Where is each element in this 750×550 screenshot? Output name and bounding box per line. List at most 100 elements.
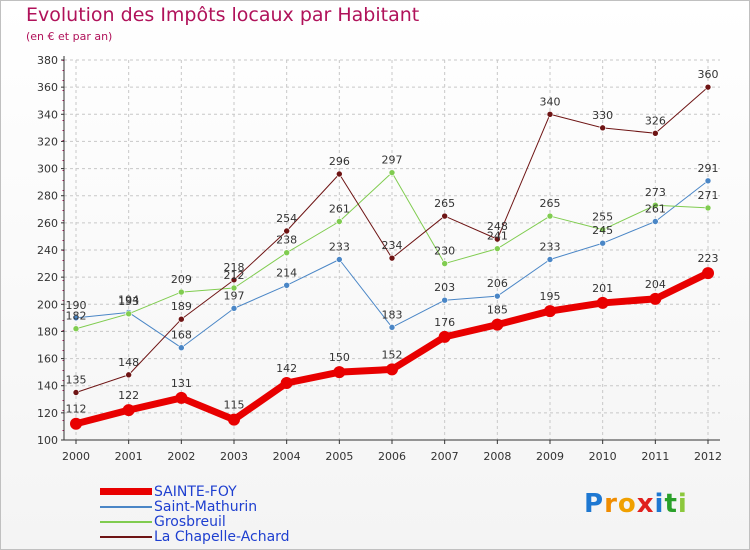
data-label-sainte-foy: 112: [66, 403, 87, 416]
data-label-la-chapelle-achard: 234: [382, 239, 403, 252]
x-tick-label: 2009: [536, 450, 564, 463]
data-label-la-chapelle-achard: 360: [698, 68, 719, 81]
data-point-la-chapelle-achard: [230, 276, 238, 284]
data-label-la-chapelle-achard: 218: [224, 261, 245, 274]
data-label-sainte-foy: 150: [329, 351, 350, 364]
data-label-saint-mathurin: 233: [329, 241, 350, 254]
legend-item-la-chapelle-achard: La Chapelle-Achard: [100, 529, 290, 545]
logo-letter: i: [677, 489, 688, 519]
legend-item-grosbreuil: Grosbreuil: [100, 513, 290, 530]
data-label-la-chapelle-achard: 189: [171, 300, 192, 313]
data-point-sainte-foy: [333, 366, 346, 379]
x-tick-label: 2005: [325, 450, 353, 463]
data-point-sainte-foy: [175, 391, 188, 404]
x-tick-label: 2003: [220, 450, 248, 463]
logo-letter: x: [636, 489, 655, 519]
data-label-grosbreuil: 273: [645, 186, 666, 199]
data-point-saint-mathurin: [652, 218, 659, 225]
y-tick-label: 160: [37, 353, 58, 366]
data-label-saint-mathurin: 291: [698, 162, 719, 175]
data-label-la-chapelle-achard: 340: [540, 95, 561, 108]
y-tick-label: 280: [37, 190, 58, 203]
proxiti-logo: Proxiti: [584, 489, 688, 519]
data-point-sainte-foy: [544, 305, 556, 318]
legend-swatch: [100, 520, 152, 523]
data-label-la-chapelle-achard: 326: [645, 114, 666, 127]
data-label-grosbreuil: 297: [382, 154, 403, 167]
data-point-sainte-foy: [70, 417, 82, 430]
data-point-la-chapelle-achard: [388, 254, 396, 262]
data-point-sainte-foy: [649, 292, 662, 305]
y-tick-label: 340: [37, 108, 58, 121]
chart-title: Evolution des Impôts locaux par Habitant: [26, 4, 420, 26]
data-point-la-chapelle-achard: [652, 129, 659, 137]
logo-letter: i: [654, 489, 665, 519]
x-tick-label: 2006: [378, 450, 406, 463]
data-label-sainte-foy: 176: [434, 316, 455, 329]
data-label-la-chapelle-achard: 248: [487, 220, 508, 233]
data-label-sainte-foy: 131: [171, 377, 192, 390]
x-tick-label: 2001: [115, 450, 143, 463]
x-tick-label: 2010: [589, 450, 617, 463]
data-label-la-chapelle-achard: 135: [66, 374, 87, 387]
legend-label: Grosbreuil: [154, 513, 226, 530]
data-point-la-chapelle-achard: [494, 235, 501, 243]
data-label-grosbreuil: 193: [118, 295, 139, 308]
data-label-saint-mathurin: 183: [382, 308, 403, 321]
y-tick-label: 100: [37, 434, 58, 447]
data-label-sainte-foy: 115: [224, 399, 245, 412]
legend-item-saint-mathurin: Saint-Mathurin: [100, 498, 290, 515]
data-point-grosbreuil: [388, 169, 396, 176]
x-tick-label: 2012: [694, 450, 722, 463]
data-label-grosbreuil: 209: [171, 273, 192, 286]
data-point-sainte-foy: [280, 377, 293, 389]
data-label-saint-mathurin: 197: [224, 289, 245, 302]
grid-lines: [64, 59, 720, 441]
axes: 100 120 140 160 180 200 220 240 260 280 300 320 340 3…: [37, 54, 722, 463]
series-lines: [70, 83, 714, 430]
data-point-grosbreuil: [494, 245, 501, 252]
data-point-la-chapelle-achard: [704, 83, 712, 91]
data-label-sainte-foy: 223: [698, 252, 719, 265]
data-point-sainte-foy: [491, 318, 504, 331]
data-point-grosbreuil: [125, 310, 132, 318]
data-label-grosbreuil: 241: [487, 230, 508, 243]
data-point-saint-mathurin: [388, 324, 396, 331]
x-tick-label: 2011: [641, 450, 669, 463]
x-tick-label: 2002: [167, 450, 195, 463]
data-point-grosbreuil: [599, 226, 606, 233]
data-label-saint-mathurin: 245: [592, 224, 613, 237]
data-label-grosbreuil: 238: [276, 234, 297, 247]
data-point-sainte-foy: [122, 404, 135, 417]
data-label-grosbreuil: 230: [434, 245, 455, 258]
logo-letter: t: [664, 489, 678, 519]
data-label-grosbreuil: 182: [66, 310, 87, 323]
data-point-sainte-foy: [438, 330, 451, 343]
legend-item-sainte-foy: SAINTE-FOY: [100, 484, 290, 500]
data-label-grosbreuil: 271: [698, 189, 719, 202]
logo-letter: r: [604, 489, 618, 519]
data-point-sainte-foy: [228, 413, 240, 426]
data-label-la-chapelle-achard: 254: [276, 212, 297, 225]
data-point-saint-mathurin: [336, 256, 343, 263]
y-tick-label: 360: [37, 81, 58, 94]
data-label-la-chapelle-achard: 265: [434, 197, 455, 210]
data-label-saint-mathurin: 194: [118, 293, 139, 306]
data-point-la-chapelle-achard: [125, 371, 132, 379]
data-point-saint-mathurin: [546, 256, 554, 263]
logo-letter: P: [584, 489, 605, 519]
x-tick-label: 2000: [62, 450, 90, 463]
data-point-grosbreuil: [652, 201, 659, 209]
data-label-saint-mathurin: 214: [276, 266, 297, 279]
data-label-grosbreuil: 212: [224, 269, 245, 282]
data-point-la-chapelle-achard: [441, 212, 448, 220]
data-label-grosbreuil: 265: [540, 197, 561, 210]
data-label-sainte-foy: 142: [276, 362, 297, 375]
data-label-la-chapelle-achard: 148: [118, 356, 139, 369]
data-point-grosbreuil: [546, 212, 554, 220]
legend-label: Saint-Mathurin: [154, 498, 258, 515]
y-tick-label: 140: [37, 380, 58, 393]
data-label-saint-mathurin: 168: [171, 329, 192, 342]
